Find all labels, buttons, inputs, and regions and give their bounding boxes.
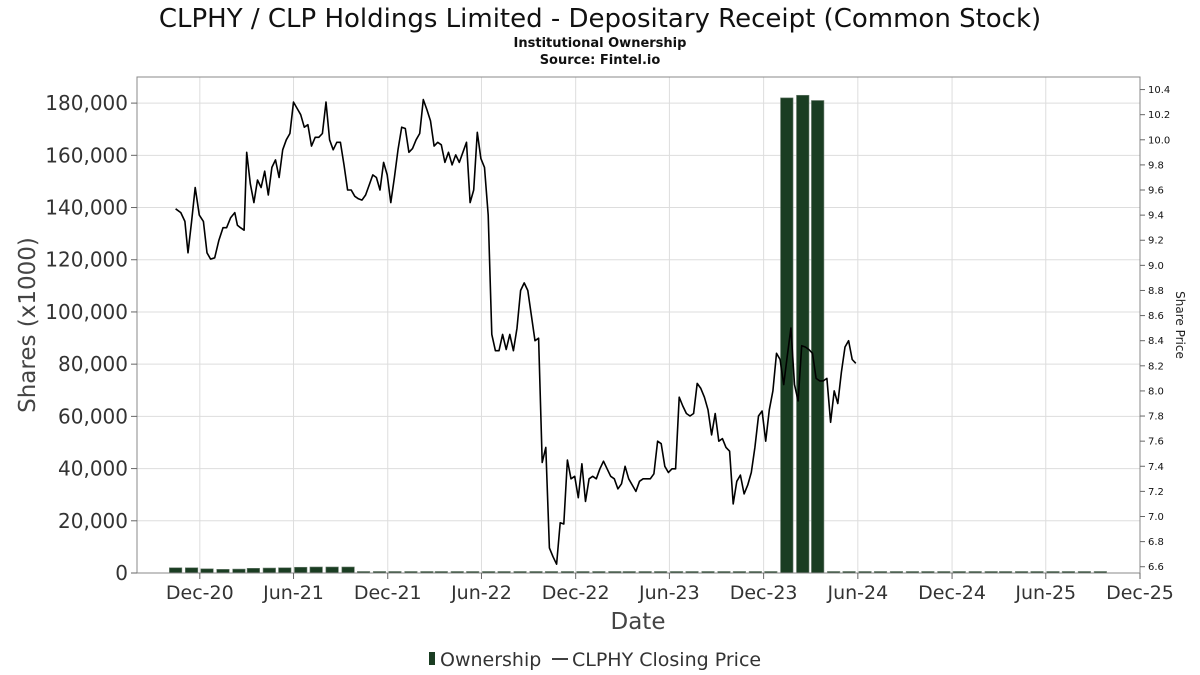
- chart-source: Source: Fintel.io: [540, 53, 661, 68]
- y2-tick-label-12: 9.0: [1148, 261, 1164, 272]
- ownership-bar-2: [200, 568, 214, 574]
- chart-subtitle: Institutional Ownership: [514, 36, 687, 51]
- legend: Ownership CLPHY Closing Price: [429, 649, 761, 671]
- y2-tick-label-15: 9.6: [1148, 186, 1164, 197]
- y-tick-label-6: 120,000: [45, 248, 128, 272]
- y-axis-left: 0 20,000 40,000 60,000 80,000 100,000 120,000 1…: [45, 91, 137, 585]
- y2-tick-label-14: 9.4: [1148, 211, 1164, 222]
- x-tick-label-4: Dec-22: [542, 582, 610, 604]
- grid: [137, 77, 1141, 574]
- ownership-bar-4: [232, 568, 246, 574]
- y-tick-label-8: 160,000: [45, 143, 128, 167]
- y2-tick-label-18: 10.2: [1148, 110, 1170, 121]
- ownership-bar-5: [246, 568, 260, 574]
- x-tick-label-10: Dec-25: [1106, 582, 1174, 604]
- y2-tick-label-3: 7.2: [1148, 487, 1164, 498]
- chart-title: CLPHY / CLP Holdings Limited - Depositar…: [159, 4, 1041, 34]
- legend-ownership-swatch: [429, 652, 435, 665]
- y-tick-label-5: 100,000: [45, 300, 128, 324]
- y2-tick-label-9: 8.4: [1148, 336, 1164, 347]
- ownership-bar-10: [325, 566, 339, 574]
- y2-tick-label-17: 10.0: [1148, 135, 1170, 146]
- ownership-bar-1: [185, 567, 199, 574]
- ownership-bar-11: [341, 566, 355, 574]
- ownership-bar-8: [294, 566, 308, 574]
- legend-ownership-label: Ownership: [440, 649, 541, 671]
- x-axis: Dec-20 Jun-21 Dec-21 Jun-22 Dec-22 Jun-23 Dec-…: [166, 573, 1174, 604]
- y2-tick-label-2: 7.0: [1148, 512, 1164, 523]
- y-tick-label-1: 20,000: [58, 509, 128, 533]
- price-series-line: [175, 98, 857, 566]
- ownership-bar-6: [262, 567, 276, 574]
- y2-tick-label-19: 10.4: [1148, 85, 1170, 96]
- x-axis-label: Date: [611, 609, 666, 635]
- y2-tick-label-10: 8.6: [1148, 311, 1164, 322]
- y-tick-label-7: 140,000: [45, 196, 128, 220]
- x-tick-label-5: Jun-23: [638, 582, 700, 604]
- x-tick-label-0: Dec-20: [166, 582, 234, 604]
- y2-tick-label-16: 9.8: [1148, 160, 1164, 171]
- y2-tick-label-1: 6.8: [1148, 537, 1164, 548]
- x-tick-label-2: Dec-21: [354, 582, 422, 604]
- y2-tick-label-6: 7.8: [1148, 412, 1164, 423]
- y-tick-label-4: 80,000: [58, 352, 128, 376]
- ownership-bar-3: [216, 569, 230, 574]
- price-line: [175, 98, 857, 566]
- y-tick-label-2: 40,000: [58, 457, 128, 481]
- y-tick-label-9: 180,000: [45, 91, 128, 115]
- ownership-bar-7: [278, 567, 292, 574]
- ownership-bar-40: [796, 94, 810, 574]
- x-tick-label-6: Dec-23: [730, 582, 798, 604]
- y-axis-label: Shares (x1000): [15, 237, 41, 413]
- x-tick-label-7: Jun-24: [826, 582, 888, 604]
- ownership-bar-41: [811, 100, 825, 574]
- y2-tick-label-5: 7.6: [1148, 437, 1164, 448]
- x-tick-label-8: Dec-24: [918, 582, 986, 604]
- y2-tick-label-4: 7.4: [1148, 462, 1164, 473]
- ownership-bar-9: [309, 566, 323, 574]
- y2-tick-label-13: 9.2: [1148, 236, 1164, 247]
- y2-tick-label-7: 8.0: [1148, 386, 1164, 397]
- y2-tick-label-11: 8.8: [1148, 286, 1164, 297]
- y2-axis-label: Share Price: [1173, 291, 1187, 359]
- plot-frame: [136, 76, 1141, 574]
- x-tick-label-9: Jun-25: [1014, 582, 1076, 604]
- y-tick-label-0: 0: [115, 561, 128, 585]
- x-tick-label-1: Jun-21: [262, 582, 324, 604]
- y2-tick-label-0: 6.6: [1148, 562, 1164, 573]
- y-tick-label-3: 60,000: [58, 404, 128, 428]
- ownership-bar-0: [169, 567, 183, 574]
- legend-price-label: CLPHY Closing Price: [572, 649, 761, 671]
- y2-tick-label-8: 8.2: [1148, 361, 1164, 372]
- y-axis-right: 6.6 6.8 7.0 7.2 7.4 7.6 7.8 8.0 8.2 8.4 8.6 8.8 9.0 9…: [1140, 85, 1170, 573]
- x-tick-label-3: Jun-22: [450, 582, 512, 604]
